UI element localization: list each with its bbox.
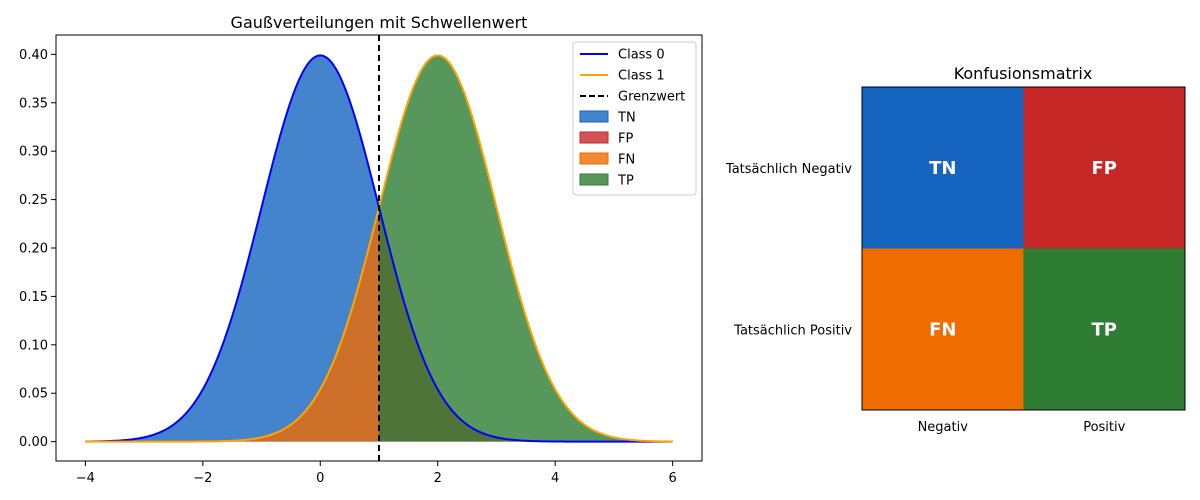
region-tp bbox=[379, 55, 673, 442]
legend-label-fn: FN bbox=[618, 153, 635, 168]
confusion-matrix: Konfusionsmatrix TN FP FN TP Tatsächlich Ne… bbox=[725, 64, 1186, 435]
y-tick-label: 0.25 bbox=[19, 193, 48, 208]
x-tick-label: 4 bbox=[551, 471, 559, 486]
legend-patch-tp bbox=[579, 173, 609, 186]
confusion-matrix-title: Konfusionsmatrix bbox=[954, 64, 1093, 83]
matrix-cell-fp bbox=[1023, 87, 1185, 249]
x-tick-label: 0 bbox=[316, 471, 324, 486]
y-tick-label: 0.05 bbox=[19, 387, 48, 402]
y-tick-label: 0.35 bbox=[19, 96, 48, 111]
legend-label-grenzwert: Grenzwert bbox=[618, 90, 685, 105]
y-tick-label: 0.00 bbox=[19, 435, 48, 450]
matrix-row-label: Tatsächlich Positiv bbox=[733, 323, 852, 338]
x-tick-label: −2 bbox=[193, 471, 212, 486]
matrix-cell-label-tn: TN bbox=[929, 158, 956, 179]
y-tick-label: 0.20 bbox=[19, 242, 48, 257]
x-tick-label: 2 bbox=[434, 471, 442, 486]
legend-label-tp: TP bbox=[617, 174, 634, 189]
matrix-axis-labels: Tatsächlich Negativ Tatsächlich Positiv Ne… bbox=[725, 162, 1126, 435]
matrix-cell-label-fn: FN bbox=[929, 319, 956, 340]
legend-patch-tn bbox=[579, 110, 609, 123]
matrix-cell-label-tp: TP bbox=[1092, 319, 1117, 340]
legend-patch-fn bbox=[579, 152, 609, 165]
region-fn bbox=[85, 207, 380, 442]
matrix-row-label: Tatsächlich Negativ bbox=[725, 162, 852, 177]
legend-label-class-0: Class 0 bbox=[618, 48, 665, 63]
matrix-cells: TN FP FN TP bbox=[862, 87, 1185, 410]
x-tick-label: −4 bbox=[76, 471, 95, 486]
gaussian-chart: Gaußverteilungen mit Schwellenwert −4 −2 0… bbox=[19, 13, 703, 486]
legend-label-fp: FP bbox=[618, 132, 633, 147]
matrix-cell-fn bbox=[862, 248, 1024, 410]
legend-label-class-1: Class 1 bbox=[618, 69, 665, 84]
matrix-cell-tp bbox=[1023, 248, 1185, 410]
region-fills bbox=[85, 55, 673, 442]
matrix-frame bbox=[861, 86, 1186, 411]
x-tick-label: 6 bbox=[668, 471, 676, 486]
region-tn bbox=[85, 55, 380, 442]
matrix-col-label: Positiv bbox=[1083, 420, 1125, 435]
y-tick-label: 0.40 bbox=[19, 48, 48, 63]
matrix-cell-tn bbox=[862, 87, 1024, 249]
legend-patch-fp bbox=[579, 131, 609, 144]
matrix-col-label: Negativ bbox=[918, 420, 969, 435]
matrix-cell-label-fp: FP bbox=[1092, 158, 1118, 179]
y-tick-label: 0.10 bbox=[19, 338, 48, 353]
x-axis: −4 −2 0 2 4 6 bbox=[76, 461, 677, 486]
gaussian-chart-title: Gaußverteilungen mit Schwellenwert bbox=[231, 13, 528, 32]
y-axis: 0.00 0.05 0.10 0.15 0.20 0.25 0.30 0.35 0.40 bbox=[19, 48, 56, 450]
legend-label-tn: TN bbox=[617, 111, 636, 126]
y-tick-label: 0.30 bbox=[19, 145, 48, 160]
y-tick-label: 0.15 bbox=[19, 290, 48, 305]
legend: Class 0 Class 1 Grenzwert TN FP FN TP bbox=[572, 41, 697, 196]
